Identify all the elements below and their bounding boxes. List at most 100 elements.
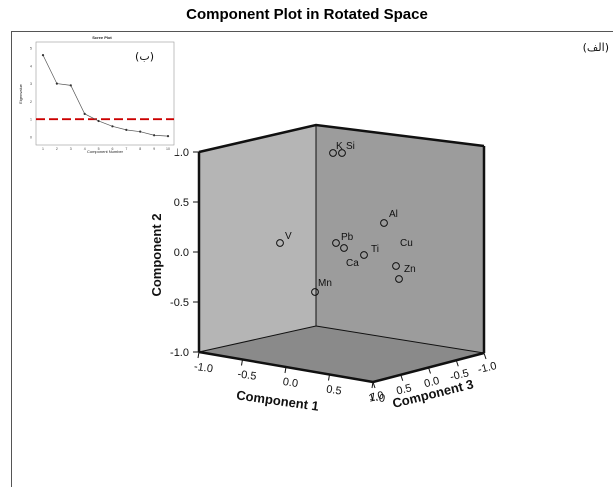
scree-series-line: [42, 54, 169, 137]
data-point-cu: Cu: [392, 238, 413, 270]
scree-y-tick-label: 2: [30, 100, 32, 104]
component3-tick: [483, 352, 487, 360]
scree-x-tick-label: 10: [166, 147, 170, 151]
scree-panel-label: (ب): [135, 50, 154, 63]
point-marker: [311, 288, 319, 296]
chart-title: Component Plot in Rotated Space: [186, 6, 428, 23]
component2-tick-label: 0.0: [174, 247, 189, 259]
axis-ticks: [193, 151, 487, 389]
component1-tick: [197, 351, 200, 359]
scree-x-tick-label: 3: [70, 147, 72, 151]
scree-point: [69, 84, 72, 87]
component1-tick-label: -1.0: [193, 361, 213, 376]
point-label: Ti: [371, 244, 379, 255]
plot-frame: [11, 31, 613, 487]
data-point-si: Si: [338, 141, 355, 157]
scree-x-tick-label: 1: [42, 147, 44, 151]
component2-tick-label: 0.5: [174, 197, 189, 209]
component3-tick-label: 0.5: [395, 382, 413, 397]
scree-y-ticks: 0 1 2 3 4 5: [30, 47, 32, 140]
scree-point: [41, 54, 45, 57]
point-label: V: [285, 231, 292, 242]
scree-point: [97, 119, 100, 123]
data-point-k: K: [329, 141, 343, 157]
axis-tick-labels: 1.00.50.0-0.5-1.0-1.0-0.50.00.51.01.0 0.5…: [170, 147, 498, 405]
panel-label-a: (الف): [583, 41, 609, 54]
component2-tick-label: -1.0: [170, 347, 189, 359]
scree-x-tick-label: 2: [56, 147, 58, 151]
component1-tick: [284, 366, 287, 374]
scree-xlabel: Component Number: [87, 149, 124, 154]
axis-title-component2: Component 2: [149, 213, 164, 296]
scree-point: [55, 82, 58, 85]
data-point-v: V: [276, 231, 292, 247]
point-label: Cu: [400, 238, 413, 249]
point-label: Zn: [404, 264, 416, 275]
data-points: K Si Al V Pb Cu Ca Ti Zn Mn: [276, 141, 416, 296]
scree-x-tick-label: 9: [153, 147, 155, 151]
component1-tick-label: 1.0: [369, 391, 386, 405]
scree-x-tick-label: 5: [98, 147, 100, 151]
point-marker: [340, 244, 348, 252]
point-label: K: [336, 141, 343, 152]
data-point-ca: Ca: [340, 244, 359, 269]
left-wall: [199, 125, 316, 352]
point-marker: [360, 251, 368, 259]
component3-tick-label: 1.0: [367, 389, 385, 404]
scree-point: [111, 125, 114, 128]
point-marker: [338, 149, 346, 157]
component3-tick: [400, 374, 404, 381]
point-label: Al: [389, 209, 398, 220]
scree-plot-svg: Scree Plot (ب) Eigenvalue Component Numb…: [14, 34, 177, 155]
point-label: Mn: [318, 278, 332, 289]
point-marker: [392, 262, 400, 270]
component2-tick-label: -0.5: [170, 297, 189, 309]
scree-title: Scree Plot: [92, 35, 112, 40]
scree-y-tick-label: 4: [30, 64, 32, 68]
point-marker: [395, 275, 403, 283]
scree-y-tick-label: 5: [30, 47, 32, 51]
component1-tick: [328, 374, 330, 381]
scree-point: [153, 134, 156, 137]
point-marker: [332, 239, 340, 247]
component3-tick: [455, 360, 459, 367]
scree-x-ticks: 1 2 3 4 5 6 7 8 9 10: [42, 147, 170, 151]
component1-tick-label: 0.0: [282, 376, 299, 390]
component3-tick-label: 0.0: [423, 375, 441, 390]
scree-point: [125, 128, 128, 131]
scree-plot-area: [35, 41, 175, 146]
scree-y-tick-label: 0: [30, 136, 32, 140]
data-point-pb: Pb: [332, 232, 354, 247]
scree-y-tick-label: 3: [30, 82, 32, 86]
scree-point: [166, 135, 170, 138]
component1-tick: [241, 359, 243, 366]
point-label: Ca: [346, 258, 359, 269]
scree-x-tick-label: 6: [111, 147, 113, 151]
component2-tick-label: 1.0: [174, 147, 189, 159]
scree-x-tick-label: 8: [139, 147, 141, 151]
component1-tick-label: -0.5: [237, 368, 257, 383]
point-marker: [329, 149, 337, 157]
component3-tick: [372, 381, 376, 389]
scree-point: [139, 130, 142, 133]
floor: [199, 326, 484, 382]
point-label: Pb: [341, 232, 354, 243]
point-label: Si: [346, 141, 355, 152]
scree-point: [83, 112, 86, 115]
data-point-ti: Ti: [360, 244, 379, 259]
axis-title-component1: Component 1: [235, 387, 319, 413]
data-point-zn: Zn: [395, 264, 416, 283]
scree-plot-inset: Scree Plot (ب) Eigenvalue Component Numb…: [14, 34, 177, 155]
component3-tick: [428, 367, 431, 374]
component3-tick-label: -0.5: [449, 367, 470, 383]
data-point-al: Al: [380, 209, 398, 227]
scree-points: [41, 54, 170, 138]
data-point-mn: Mn: [311, 278, 332, 296]
point-marker: [380, 219, 388, 227]
scree-x-tick-label: 4: [84, 147, 86, 151]
scree-ylabel: Eigenvalue: [18, 83, 23, 104]
scree-y-tick-label: 1: [30, 118, 32, 122]
component1-tick-label: 0.5: [326, 384, 343, 398]
point-marker: [276, 239, 284, 247]
